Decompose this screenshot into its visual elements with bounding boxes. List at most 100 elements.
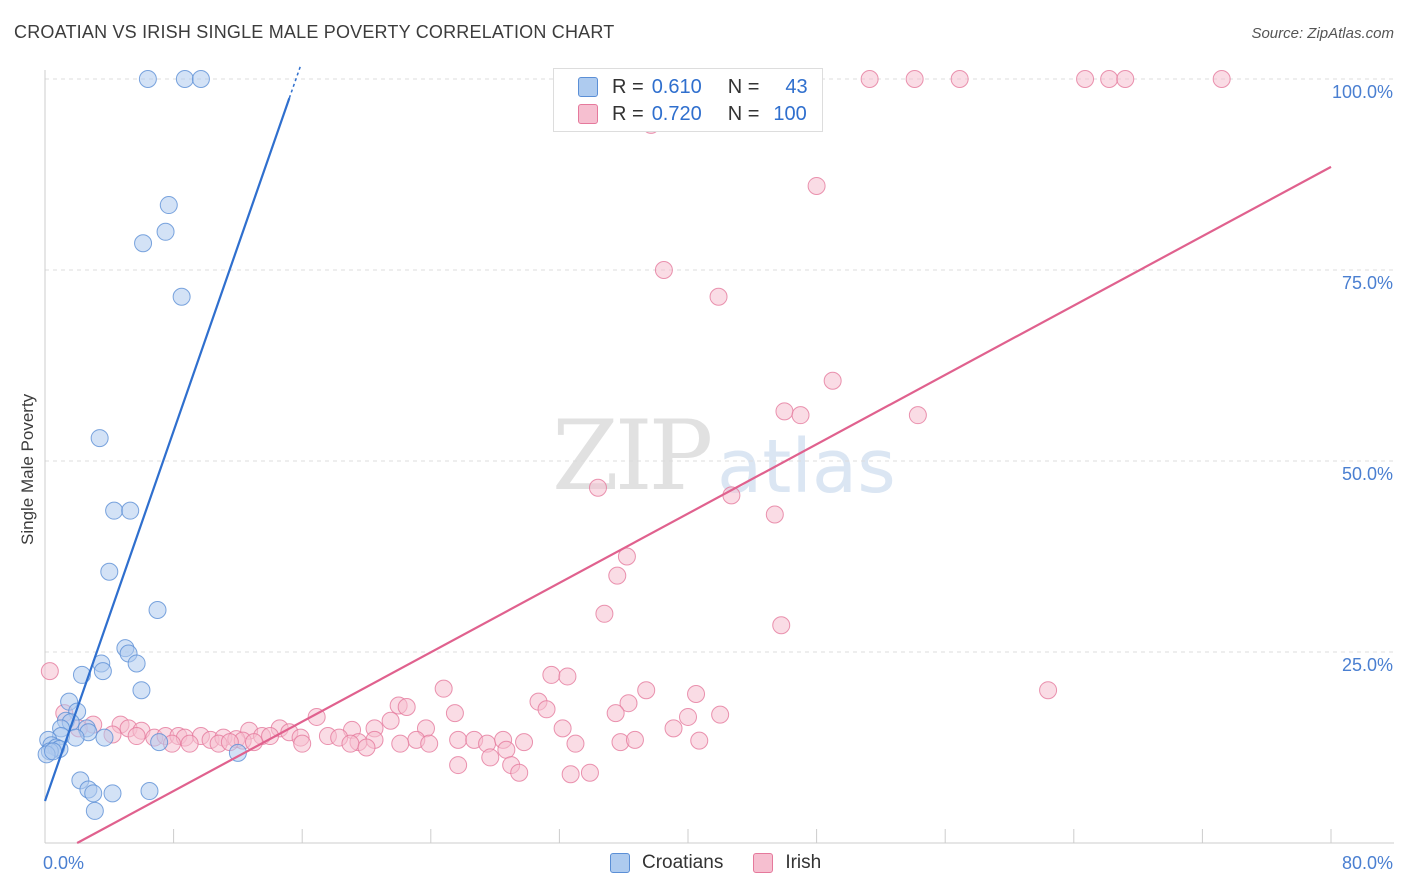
croatian-point [132,681,151,700]
irish-point [775,402,794,421]
croatian-point [159,196,178,215]
irish-point [687,685,706,704]
irish-trend-line [76,165,1332,844]
irish-point [515,733,534,752]
y-axis-label: Single Male Poverty [18,393,37,545]
croatian-point [44,742,63,761]
irish-point [449,730,468,749]
irish-point [449,756,468,775]
irish-point [537,700,556,719]
irish-point [637,681,656,700]
croatian-point [138,70,157,88]
legend-r-label: R = [612,102,644,125]
bottom-legend-label-croatians: Croatians [642,852,724,873]
irish-point [553,719,572,738]
croatian-trend-line [43,97,291,802]
irish-point [341,734,360,753]
croatian-trend-extension [288,65,302,99]
legend-row-irish: R = 0.720 N = 100 [578,102,807,126]
irish-point [510,763,529,782]
irish-point [807,176,826,195]
croatian-point [148,600,167,619]
irish-point [357,738,376,757]
x-tick-label: 0.0% [43,853,84,873]
croatian-point [150,733,169,752]
irish-point [180,734,199,753]
irish-point [654,261,673,279]
legend-swatch-croatians [578,77,598,97]
x-tick-label: 80.0% [1342,853,1393,873]
irish-point [690,731,709,750]
irish-point [1039,681,1058,700]
irish-point [860,70,879,88]
irish-point [908,406,927,425]
bottom-legend: Croatians Irish [610,852,851,874]
croatian-point [134,234,153,253]
irish-point [823,371,842,390]
irish-point [381,711,400,730]
irish-point [608,566,627,585]
legend-r-value-irish: 0.720 [651,102,702,125]
irish-point [1116,70,1135,88]
bottom-legend-swatch-irish [753,853,774,873]
legend-n-value-croatians: 43 [785,75,808,98]
watermark-zip: ZIP [552,400,713,512]
croatian-point [84,784,103,803]
irish-point [40,662,59,681]
bottom-legend-irish[interactable]: Irish [753,852,821,874]
watermark-atlas: atlas [717,424,896,510]
bottom-legend-label-irish: Irish [785,852,822,873]
bottom-legend-croatians[interactable]: Croatians [610,852,723,874]
croatian-point [90,429,109,448]
irish-point [905,70,924,88]
irish-point [445,704,464,723]
source-label: Source: ZipAtlas.com [1251,25,1394,42]
irish-point [711,705,730,724]
croatian-point [93,662,112,681]
irish-point [293,734,312,753]
croatian-point [121,501,140,520]
croatian-point [103,784,122,803]
y-tick-label: 50.0% [1342,464,1393,484]
legend-swatch-irish [578,104,598,124]
croatian-point [191,70,210,88]
croatian-point [85,801,104,820]
legend-box: R = 0.610 N = 43 R = 0.720 N = 100 [553,68,823,132]
croatian-point [100,562,119,581]
irish-point [580,763,599,782]
irish-point [1212,70,1231,88]
bottom-legend-swatch-croatians [610,853,630,873]
irish-point [566,734,585,753]
irish-point [772,616,791,635]
chart-title: CROATIAN VS IRISH SINGLE MALE POVERTY CO… [14,22,615,42]
irish-point [1076,70,1095,88]
irish-point [481,748,500,767]
y-tick-label: 100.0% [1332,82,1393,102]
irish-point [558,667,577,686]
irish-point [709,287,728,306]
croatian-point [156,222,175,241]
legend-n-label: N = [727,75,760,98]
irish-point [617,547,636,566]
irish-point [950,70,969,88]
irish-point [595,604,614,623]
irish-point [679,707,697,726]
irish-point [127,727,146,746]
irish-point [588,478,607,497]
irish-point [497,740,516,759]
croatian-point [175,70,194,88]
legend-row-croatians: R = 0.610 N = 43 [578,75,808,99]
irish-point [765,505,784,524]
irish-point [434,679,453,698]
croatian-point [105,501,124,520]
croatian-point [140,782,159,801]
irish-point [542,665,561,684]
croatian-point [95,728,114,747]
irish-point [1100,70,1119,88]
irish-point [664,719,683,738]
legend-r-label: R = [612,75,644,98]
irish-point [391,734,410,753]
irish-point [397,698,416,717]
irish-point [561,765,580,784]
